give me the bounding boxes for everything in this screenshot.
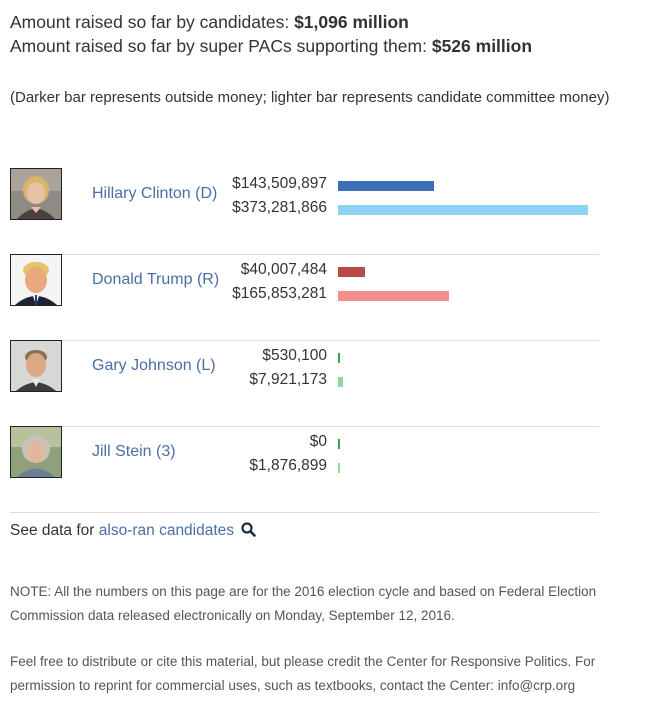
committee-money-bar	[338, 291, 449, 301]
permission-note: Feel free to distribute or cite this mat…	[10, 654, 596, 693]
committee-money-amount: $7,921,173	[249, 371, 327, 388]
pacs-total-line: Amount raised so far by super PACs suppo…	[10, 34, 532, 58]
candidate-link-johnson[interactable]: Gary Johnson (L)	[92, 357, 216, 374]
also-ran-prefix: See data for	[10, 522, 95, 539]
outside-money-amount: $40,007,484	[240, 261, 327, 278]
bar-legend-note: (Darker bar represents outside money; li…	[10, 89, 610, 106]
candidate-link-stein[interactable]: Jill Stein (3)	[92, 443, 176, 460]
committee-money-amount: $1,876,899	[249, 457, 327, 474]
outside-money-amount: $0	[309, 433, 327, 450]
committee-money-bar	[338, 205, 588, 215]
donald-trump-avatar[interactable]	[10, 254, 62, 306]
candidate-row-trump: Donald Trump (R) $40,007,484 $165,853,28…	[10, 254, 599, 341]
candidate-link-clinton[interactable]: Hillary Clinton (D)	[92, 185, 218, 202]
candidate-row-clinton: Hillary Clinton (D) $143,509,897 $373,28…	[10, 168, 599, 255]
outside-money-amount: $530,100	[262, 347, 327, 364]
data-note: NOTE: All the numbers on this page are f…	[10, 584, 597, 623]
pacs-total-value: $526 million	[431, 36, 533, 56]
also-ran-link[interactable]: also-ran candidates	[98, 522, 235, 539]
fundraising-summary: Amount raised so far by candidates: $1,0…	[10, 10, 532, 58]
committee-money-bar	[338, 377, 343, 387]
pacs-total-label: Amount raised so far by super PACs suppo…	[10, 36, 427, 56]
gary-johnson-avatar[interactable]	[10, 340, 62, 392]
hillary-clinton-avatar[interactable]	[10, 168, 62, 220]
committee-money-amount: $373,281,866	[232, 199, 327, 216]
outside-money-bar	[338, 353, 340, 363]
candidates-total-label: Amount raised so far by candidates:	[10, 12, 290, 32]
candidate-row-stein: Jill Stein (3) $0 $1,876,899	[10, 426, 599, 513]
outside-money-bar	[338, 267, 365, 277]
outside-money-bar	[338, 181, 434, 191]
also-ran-line: See data for also-ran candidates	[10, 522, 257, 542]
candidates-total-value: $1,096 million	[294, 12, 409, 32]
committee-money-amount: $165,853,281	[232, 285, 327, 302]
candidate-link-trump[interactable]: Donald Trump (R)	[92, 271, 220, 288]
search-icon[interactable]	[241, 522, 257, 542]
outside-money-amount: $143,509,897	[232, 175, 327, 192]
committee-money-bar	[338, 463, 340, 473]
jill-stein-avatar[interactable]	[10, 426, 62, 478]
candidates-total-line: Amount raised so far by candidates: $1,0…	[10, 10, 532, 34]
outside-money-bar	[338, 439, 340, 449]
candidate-row-johnson: Gary Johnson (L) $530,100 $7,921,173	[10, 340, 599, 427]
